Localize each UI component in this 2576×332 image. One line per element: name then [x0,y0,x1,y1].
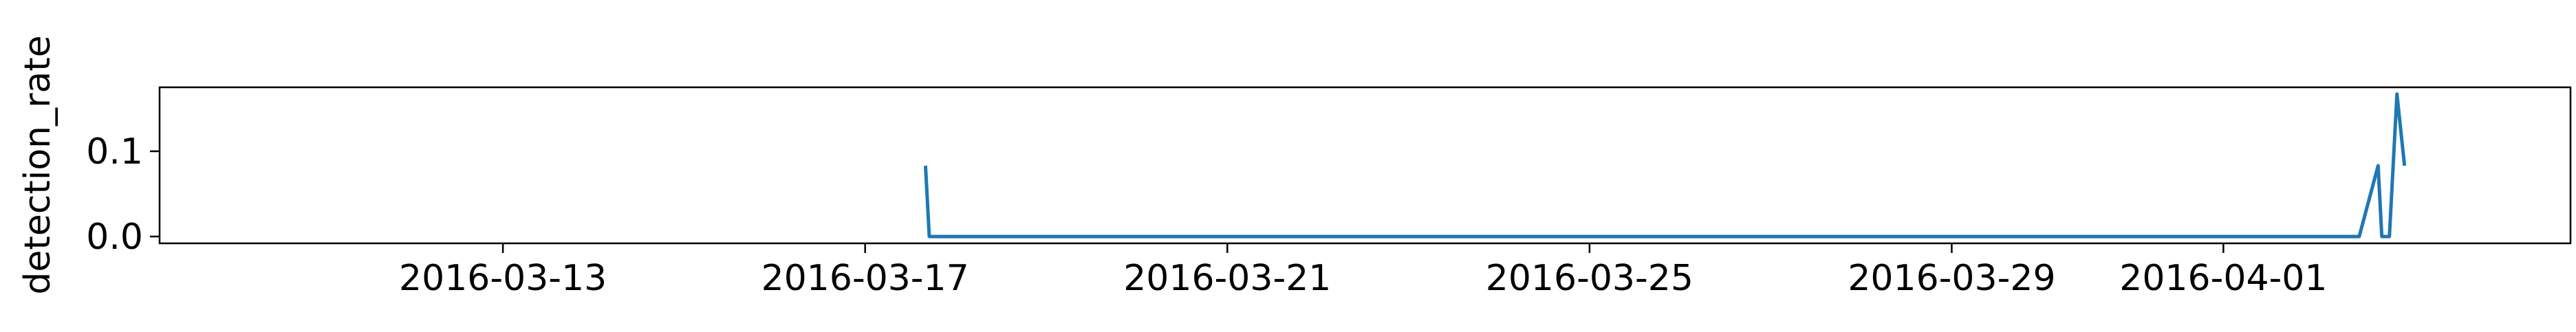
x-ticks: 2016-03-13 2016-03-17 2016-03-21 2016-03-25… [399,243,2327,299]
plot-frame [160,87,2570,243]
y-axis-label: detection_rate [17,35,58,294]
x-tick-label: 2016-03-17 [761,258,969,299]
x-tick-label: 2016-03-25 [1486,258,1693,299]
x-tick-label: 2016-03-21 [1123,258,1331,299]
x-tick-label: 2016-04-01 [2119,258,2327,299]
x-tick-label: 2016-03-13 [399,258,607,299]
series-group [926,94,2405,236]
y-ticks: 0.0 0.1 [86,131,160,258]
x-tick-label: 2016-03-29 [1848,258,2055,299]
series-line [926,94,2405,236]
y-tick-label: 0.1 [86,131,143,173]
y-tick-label: 0.0 [86,217,143,258]
